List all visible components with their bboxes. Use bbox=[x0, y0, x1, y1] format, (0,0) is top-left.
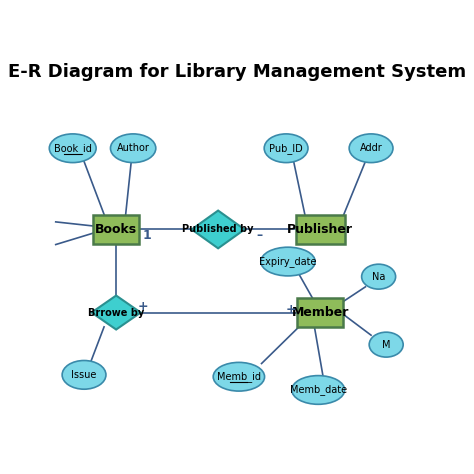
Text: Member: Member bbox=[292, 306, 349, 319]
Ellipse shape bbox=[349, 134, 393, 163]
Text: Author: Author bbox=[117, 143, 150, 153]
Text: Expiry_date: Expiry_date bbox=[259, 256, 317, 267]
Text: Books: Books bbox=[95, 223, 137, 236]
Ellipse shape bbox=[261, 247, 315, 276]
Text: Pub_ID: Pub_ID bbox=[269, 143, 303, 154]
Bar bbox=[295, 215, 345, 244]
Text: –: – bbox=[256, 228, 263, 242]
Bar bbox=[93, 215, 139, 244]
Polygon shape bbox=[91, 295, 141, 329]
Text: Issue: Issue bbox=[72, 370, 97, 380]
Ellipse shape bbox=[292, 375, 345, 404]
Text: 1: 1 bbox=[143, 228, 152, 242]
Text: M: M bbox=[382, 340, 391, 350]
Text: E-R Diagram for Library Management System: E-R Diagram for Library Management Syste… bbox=[8, 63, 466, 81]
Ellipse shape bbox=[110, 134, 156, 163]
Text: Memb_date: Memb_date bbox=[290, 384, 347, 395]
Ellipse shape bbox=[264, 134, 308, 163]
Ellipse shape bbox=[213, 363, 264, 391]
Ellipse shape bbox=[49, 134, 96, 163]
Text: Book_id: Book_id bbox=[54, 143, 91, 154]
Text: +: + bbox=[285, 303, 296, 316]
Text: Publisher: Publisher bbox=[287, 223, 353, 236]
Ellipse shape bbox=[362, 264, 396, 289]
Text: Published by: Published by bbox=[182, 225, 254, 235]
Ellipse shape bbox=[369, 332, 403, 357]
Ellipse shape bbox=[62, 361, 106, 389]
Text: Addr: Addr bbox=[360, 143, 383, 153]
Text: Memb_id: Memb_id bbox=[217, 371, 261, 382]
Text: Brrowe by: Brrowe by bbox=[88, 308, 144, 318]
Polygon shape bbox=[191, 210, 245, 248]
Text: +: + bbox=[138, 301, 149, 313]
Text: Na: Na bbox=[372, 272, 385, 282]
Bar bbox=[297, 298, 343, 327]
